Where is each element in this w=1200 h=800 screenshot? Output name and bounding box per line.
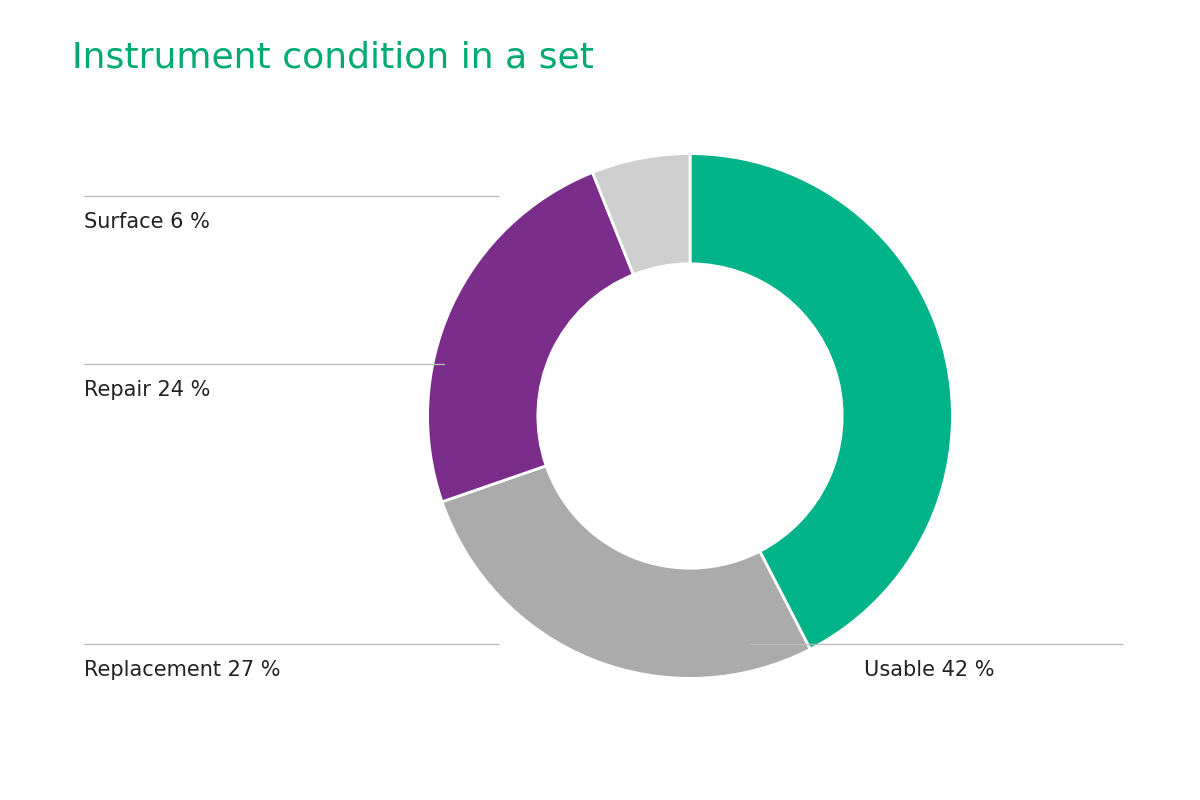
Wedge shape (427, 172, 634, 502)
Text: Repair 24 %: Repair 24 % (84, 380, 210, 400)
Text: Replacement 27 %: Replacement 27 % (84, 660, 281, 680)
Wedge shape (442, 466, 810, 678)
Wedge shape (690, 154, 953, 650)
Wedge shape (593, 154, 690, 274)
Text: Surface 6 %: Surface 6 % (84, 212, 210, 232)
Text: Instrument condition in a set: Instrument condition in a set (72, 40, 594, 74)
Text: Usable 42 %: Usable 42 % (864, 660, 995, 680)
